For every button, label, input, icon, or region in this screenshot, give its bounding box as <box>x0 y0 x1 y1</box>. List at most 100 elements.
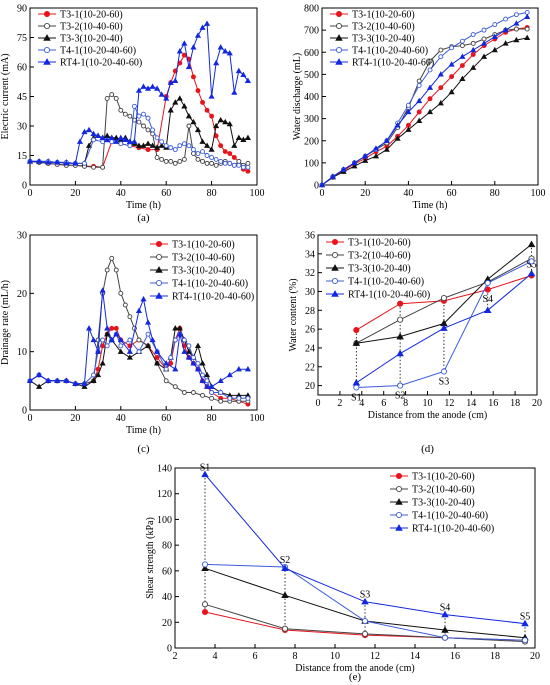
y-tick-label: 32 <box>305 268 315 279</box>
data-point <box>245 395 251 401</box>
legend-entry-label: T4-1(10-20-40-60) <box>60 46 136 57</box>
y-tick-label: 500 <box>304 70 319 81</box>
legend-entry-label: T4-1(10-20-40-60) <box>412 511 488 522</box>
data-point <box>352 378 361 386</box>
x-axis-title: Time (h) <box>126 425 161 436</box>
data-point <box>108 134 115 140</box>
legend-entry-label: T3-2(10-40-60) <box>60 22 123 33</box>
data-point <box>437 71 444 77</box>
data-point <box>90 377 97 384</box>
data-point <box>222 149 228 155</box>
data-point <box>470 46 477 53</box>
data-point <box>154 144 161 150</box>
data-point <box>104 325 111 331</box>
data-point <box>113 325 119 331</box>
data-point <box>209 160 215 166</box>
x-tick-label: 6 <box>381 398 386 409</box>
data-point <box>281 625 289 632</box>
legend-entry-label: T3-3(10-20-40) <box>60 34 123 45</box>
data-point <box>45 377 52 384</box>
data-point <box>190 44 197 50</box>
data-point <box>213 59 220 66</box>
data-point <box>200 392 205 398</box>
data-point <box>81 383 88 389</box>
legend-entry-label: T3-2(10-40-60) <box>352 22 415 33</box>
data-point <box>72 380 79 386</box>
data-point <box>154 135 160 141</box>
section-label: S4 <box>440 603 451 614</box>
y-tick-label: 140 <box>157 464 172 475</box>
data-point <box>199 360 206 366</box>
data-point <box>167 107 174 113</box>
legend-entry-label: RT4-1(10-20-40-60) <box>412 524 494 535</box>
data-point <box>122 136 129 142</box>
data-point <box>95 348 102 354</box>
data-point <box>524 13 531 20</box>
data-point <box>63 160 70 166</box>
series-3 <box>27 103 251 170</box>
data-point <box>163 360 170 366</box>
data-point <box>201 608 209 616</box>
data-point <box>440 324 448 331</box>
data-point <box>218 398 224 404</box>
data-point <box>502 40 509 46</box>
x-tick-label: 20 <box>70 188 80 199</box>
panel-label: (a) <box>137 212 150 224</box>
data-point <box>163 158 169 164</box>
data-point <box>194 32 202 38</box>
data-point <box>54 377 61 384</box>
data-point <box>222 118 229 125</box>
legend-swatch-marker <box>331 290 339 297</box>
series-line <box>30 97 249 164</box>
data-point <box>416 82 422 88</box>
x-tick-label: 4 <box>359 398 364 409</box>
y-tick-label: 36 <box>305 231 315 242</box>
data-point <box>100 164 106 170</box>
y-tick-label: 30 <box>17 231 27 242</box>
legend-entry-label: T3-1(10-20-60) <box>412 472 475 483</box>
y-tick-label: 0 <box>22 181 27 192</box>
data-point <box>528 258 535 265</box>
data-point <box>118 107 124 113</box>
data-point <box>185 348 192 354</box>
y-tick-label: 20 <box>305 381 315 392</box>
panel-label: (d) <box>421 443 434 455</box>
data-point <box>144 85 152 91</box>
panel-label: (e) <box>349 671 362 683</box>
data-point <box>340 166 347 172</box>
x-tick-label: 18 <box>510 398 520 409</box>
series-4 <box>318 13 531 188</box>
legend-entry-label: T3-3(10-20-40) <box>348 264 411 275</box>
data-point <box>122 302 128 308</box>
y-tick-label: 28 <box>305 306 315 317</box>
y-tick-label: 30 <box>305 287 315 298</box>
y-tick-label: 30 <box>17 122 27 133</box>
data-point <box>397 382 404 389</box>
data-point <box>416 97 423 104</box>
data-point <box>201 601 209 608</box>
y-tick-label: 60 <box>17 63 27 74</box>
data-point <box>329 173 336 179</box>
data-point <box>470 52 476 57</box>
data-point <box>201 561 209 568</box>
data-point <box>176 325 183 331</box>
x-tick-label: 0 <box>28 188 33 199</box>
x-tick-label: 14 <box>466 398 476 409</box>
y-tick-label: 800 <box>304 4 319 15</box>
data-point <box>144 342 152 349</box>
data-point <box>208 146 215 152</box>
data-point <box>168 145 174 151</box>
x-axis-title: Time (h) <box>126 200 161 211</box>
data-point <box>405 126 412 132</box>
data-point <box>104 136 111 142</box>
data-point <box>167 79 174 85</box>
data-point <box>181 52 187 58</box>
data-point <box>480 40 488 46</box>
data-point <box>351 159 358 166</box>
data-point <box>72 160 79 166</box>
data-point <box>154 155 160 160</box>
data-point <box>491 46 498 53</box>
y-tick-label: 34 <box>305 249 315 260</box>
legend-entry-label: T3-2(10-40-60) <box>348 251 411 262</box>
y-tick-label: 60 <box>162 566 172 577</box>
